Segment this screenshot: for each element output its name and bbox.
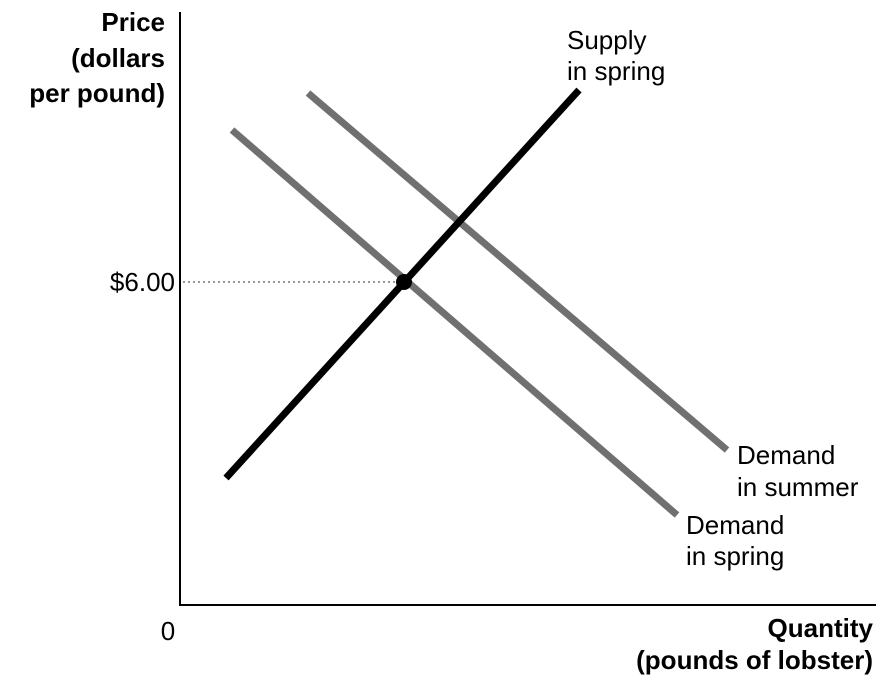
curve-label: Demand [686, 510, 784, 540]
origin-label: 0 [161, 616, 175, 646]
curve-label: Supply [567, 25, 647, 55]
curve-label: in spring [686, 541, 784, 571]
demand-summer-curve [305, 90, 730, 453]
x-axis-label: Quantity [768, 613, 874, 643]
x-axis-label: (pounds of lobster) [636, 645, 873, 675]
demand-spring-curve [229, 127, 680, 518]
y-axis-label: per pound) [29, 78, 165, 108]
curve-label: Demand [737, 440, 835, 470]
y-axis-label: (dollars [71, 43, 165, 73]
equilibrium-point [396, 274, 412, 290]
curve-label: in summer [737, 472, 859, 502]
y-axis-label: Price [101, 7, 165, 37]
price-tick-label: $6.00 [110, 267, 175, 297]
curve-label: in spring [567, 56, 665, 86]
